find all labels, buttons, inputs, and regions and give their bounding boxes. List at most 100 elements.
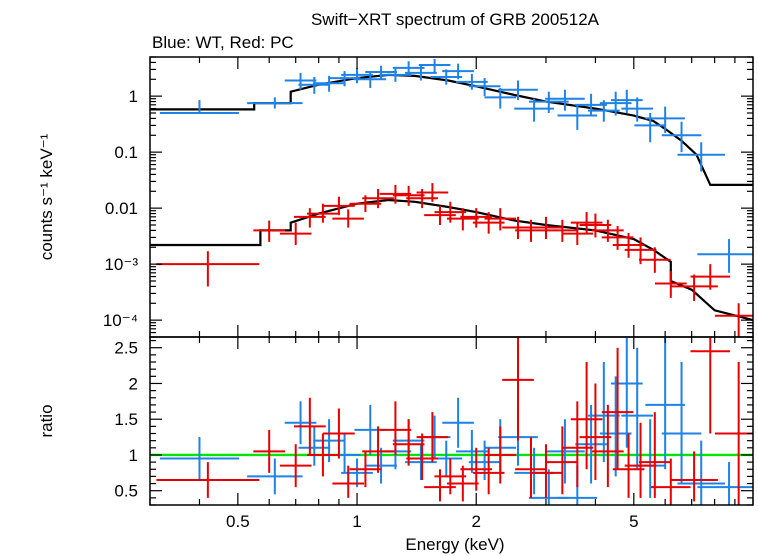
data-point-0-1	[247, 97, 303, 109]
x-tick-label: 1	[352, 512, 361, 531]
x-tick-label: 0.5	[226, 512, 250, 531]
ratio-point-1-20	[515, 437, 547, 498]
ratio-point-1-21	[530, 444, 562, 498]
ratio-point-1-7	[349, 451, 382, 488]
ratio-point-1-0	[156, 462, 260, 498]
ratio-point-1-33	[690, 337, 731, 434]
data-point-0-6	[341, 67, 373, 84]
ratio-point-1-30	[638, 412, 671, 498]
y-tick-label: 10⁻³	[104, 255, 138, 274]
ratio-point-1-29	[624, 422, 657, 498]
x-axis-label: Energy (keV)	[405, 535, 504, 554]
data-point-1-18	[484, 208, 517, 231]
y-tick-label: 10⁻⁴	[103, 311, 138, 330]
ratio-point-0-5	[328, 433, 361, 473]
data-point-1-20	[515, 219, 547, 242]
data-point-1-8	[362, 188, 394, 209]
ratio-point-0-27	[621, 347, 654, 470]
ratio-point-1-12	[416, 412, 449, 463]
data-point-1-5	[323, 196, 355, 216]
data-point-0-0	[159, 100, 240, 114]
ratio-point-0-30	[661, 362, 702, 484]
data-point-0-23	[575, 93, 607, 116]
data-point-1-0	[156, 251, 260, 287]
data-point-0-11	[405, 65, 437, 81]
data-point-1-2	[279, 222, 312, 245]
data-point-0-27	[621, 97, 654, 122]
data-point-0-8	[365, 65, 397, 80]
ratio-point-1-32	[670, 451, 718, 502]
ratio-point-1-26	[592, 404, 624, 488]
ratio-point-1-24	[570, 362, 603, 470]
data-point-1-10	[392, 185, 425, 206]
data-point-0-31	[677, 142, 725, 172]
data-point-0-29	[645, 106, 685, 133]
y-tick-label: 0.1	[114, 143, 138, 162]
data-point-0-16	[468, 78, 501, 97]
ratio-frame	[149, 336, 754, 506]
model-line-0	[150, 73, 753, 186]
data-point-0-20	[529, 91, 569, 113]
y-tick-label: 0.5	[114, 482, 138, 501]
data-point-0-9	[379, 67, 412, 82]
ratio-point-1-14	[434, 458, 467, 495]
data-point-0-3	[298, 76, 331, 94]
ratio-point-0-2	[284, 401, 317, 445]
ratio-point-1-5	[323, 408, 355, 459]
ratio-point-1-8	[362, 426, 394, 473]
data-point-1-16	[460, 208, 493, 228]
data-point-0-17	[484, 87, 517, 109]
ratio-point-1-3	[294, 397, 326, 455]
ratio-axis-ticks: 0.5 1 2 5 0.5 1 1.5 2 2.5	[114, 337, 754, 531]
ratio-y-axis-label: ratio	[37, 404, 56, 437]
x-tick-label: 2	[472, 512, 481, 531]
data-point-1-34	[714, 303, 753, 337]
spectrum-y-axis-label: counts s⁻¹ keV⁻¹	[37, 133, 56, 260]
y-tick-label: 0.01	[105, 199, 138, 218]
spectrum-panel: 1 0.1 0.01 10⁻³ 10⁻⁴ counts s⁻¹ keV⁻¹	[37, 56, 754, 338]
data-point-1-31	[654, 271, 687, 298]
ratio-point-0-6	[341, 458, 373, 488]
ratio-data	[150, 337, 753, 505]
ratio-point-1-22	[546, 426, 579, 495]
data-point-1-23	[561, 222, 594, 245]
ratio-point-1-2	[279, 444, 312, 488]
ratio-point-1-6	[332, 465, 365, 498]
ratio-point-0-3	[298, 426, 331, 466]
y-tick-label: 1	[129, 446, 138, 465]
data-point-1-25	[579, 213, 612, 238]
ratio-point-0-16	[468, 440, 501, 480]
data-point-1-33	[690, 264, 731, 290]
data-point-1-1	[253, 220, 286, 242]
data-point-1-12	[416, 183, 449, 202]
ratio-point-0-8	[365, 447, 397, 484]
data-point-1-22	[546, 219, 579, 242]
data-point-1-28	[612, 232, 645, 258]
data-point-0-21	[545, 89, 585, 111]
x-tick-label: 5	[629, 512, 638, 531]
chart-subtitle: Blue: WT, Red: PC	[152, 33, 294, 52]
chart-title: Swift−XRT spectrum of GRB 200512A	[311, 10, 600, 29]
ratio-point-0-14	[442, 397, 474, 448]
data-point-1-30	[638, 247, 671, 273]
data-point-0-5	[328, 71, 361, 87]
ratio-point-0-15	[456, 429, 488, 473]
data-point-1-6	[332, 209, 365, 228]
data-point-0-2	[284, 72, 317, 90]
ratio-point-1-16	[460, 447, 493, 491]
ratio-point-0-32	[697, 462, 753, 505]
ratio-point-1-23	[561, 401, 594, 488]
data-point-0-12	[418, 59, 451, 73]
data-point-1-17	[472, 212, 505, 234]
ratio-point-0-1	[247, 458, 303, 495]
data-point-1-24	[570, 212, 603, 234]
spectrum-frame	[149, 56, 754, 338]
data-point-0-18	[498, 80, 538, 101]
y-tick-label: 1	[129, 87, 138, 106]
ratio-point-0-0	[159, 437, 240, 480]
ratio-point-1-27	[601, 347, 634, 470]
data-point-1-4	[307, 203, 339, 223]
data-point-0-14	[442, 63, 474, 80]
ratio-point-1-31	[650, 458, 691, 505]
